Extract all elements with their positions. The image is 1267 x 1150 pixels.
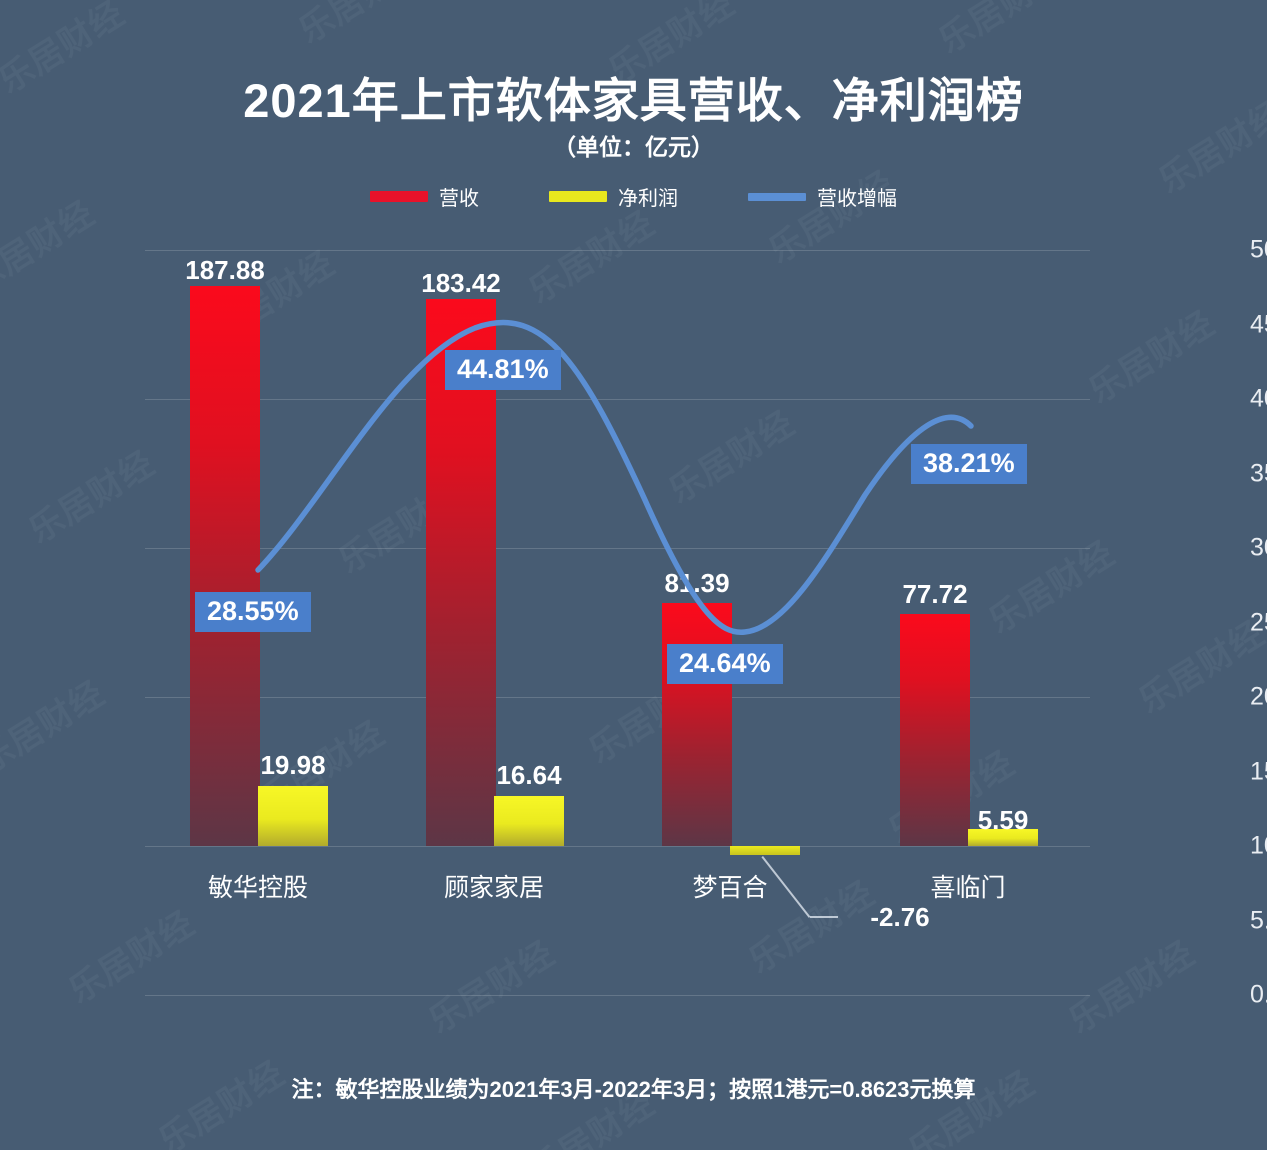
x-axis-label-2: 梦百合 xyxy=(692,874,768,902)
chart-footnote: 注：敏华控股业绩为2021年3月-2022年3月；按照1港元=0.8623元换算 xyxy=(291,1077,976,1102)
legend-item-net-profit[interactable]: 净利润 xyxy=(549,182,678,211)
gridline-50 xyxy=(145,697,1090,698)
legend-label-net-profit: 净利润 xyxy=(618,188,678,210)
chart-legend: 营收 净利润 营收增幅 xyxy=(0,182,1267,211)
gridline-neg50 xyxy=(145,995,1090,996)
growth-callout-0[interactable]: 28.55% xyxy=(195,592,311,633)
bar-value-revenue-1: 183.42 xyxy=(421,268,501,298)
bar-value-revenue-3: 77.72 xyxy=(902,579,968,609)
gridline-200 xyxy=(145,250,1090,251)
bar-revenue-3[interactable] xyxy=(900,614,970,846)
x-axis-label-3: 喜临门 xyxy=(930,874,1006,902)
bar-net-profit-2[interactable] xyxy=(730,846,800,855)
y2-axis-tick-15pct: 15.00% xyxy=(1250,757,1267,785)
bar-net-profit-1[interactable] xyxy=(494,796,564,846)
growth-callout-2[interactable]: 24.64% xyxy=(667,644,783,685)
y2-axis-tick-45pct: 45.00% xyxy=(1250,310,1267,338)
bar-value-net-profit-2: -2.76 xyxy=(870,902,930,932)
bar-value-revenue-0: 187.88 xyxy=(185,255,265,285)
legend-swatch-net-profit-icon xyxy=(549,191,607,202)
leader-line-net-profit-2-tail xyxy=(810,916,838,918)
bar-value-net-profit-3: 5.59 xyxy=(977,805,1029,835)
growth-callout-3[interactable]: 38.21% xyxy=(911,444,1027,485)
bar-revenue-2[interactable] xyxy=(662,603,732,846)
bar-value-revenue-2: 81.39 xyxy=(664,568,730,598)
y2-axis-tick-40pct: 40.00% xyxy=(1250,384,1267,413)
legend-label-revenue-growth: 营收增幅 xyxy=(817,188,897,210)
bar-net-profit-0[interactable] xyxy=(258,786,328,846)
bar-value-net-profit-1: 16.64 xyxy=(496,760,562,790)
chart-subtitle: （单位：亿元） xyxy=(553,134,714,160)
legend-item-revenue[interactable]: 营收 xyxy=(370,182,479,211)
y2-axis-tick-25pct: 25.00% xyxy=(1250,608,1267,636)
growth-callout-1[interactable]: 44.81% xyxy=(445,350,561,391)
growth-line-path xyxy=(255,319,974,635)
bar-value-net-profit-0: 19.98 xyxy=(260,750,326,780)
y2-axis-tick-10pct: 10.00% xyxy=(1250,831,1267,860)
y2-axis-tick-20pct: 20.00% xyxy=(1250,682,1267,711)
legend-swatch-revenue-icon xyxy=(370,191,428,202)
y2-axis-tick-0pct: 0.00% xyxy=(1250,980,1267,1009)
y2-axis-tick-50pct: 50.00% xyxy=(1250,235,1267,264)
revenue-growth-line-chart xyxy=(255,319,974,635)
gridline-0 xyxy=(145,846,1090,847)
y2-axis-tick-30pct: 30.00% xyxy=(1250,533,1267,562)
legend-item-revenue-growth[interactable]: 营收增幅 xyxy=(748,182,897,211)
bar-revenue-0[interactable] xyxy=(190,286,260,846)
legend-label-revenue: 营收 xyxy=(439,188,479,210)
gridline-150 xyxy=(145,399,1090,400)
y2-axis-tick-35pct: 35.00% xyxy=(1250,459,1267,487)
plot-area: 200 150 100 50 0 -50 50.00% 45.00% 40.00… xyxy=(145,236,1267,1009)
x-axis-label-0: 敏华控股 xyxy=(207,874,309,902)
chart-title: 2021年上市软体家具营收、净利润榜 xyxy=(243,74,1024,127)
legend-swatch-revenue-growth-icon xyxy=(748,192,806,201)
y2-axis-tick-5pct: 5.00% xyxy=(1250,906,1267,934)
bar-net-profit-3[interactable] xyxy=(968,829,1038,846)
gridline-100 xyxy=(145,548,1090,549)
x-axis-label-1: 顾家家居 xyxy=(443,874,545,902)
